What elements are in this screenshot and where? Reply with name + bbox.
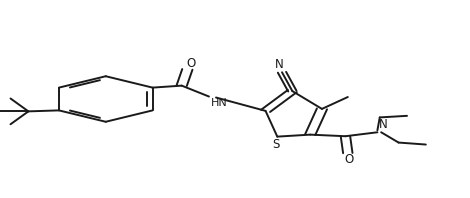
Text: O: O: [344, 153, 353, 166]
Text: S: S: [272, 138, 280, 151]
Text: O: O: [187, 57, 196, 70]
Text: HN: HN: [211, 98, 227, 108]
Text: N: N: [379, 118, 388, 131]
Text: N: N: [275, 58, 284, 71]
